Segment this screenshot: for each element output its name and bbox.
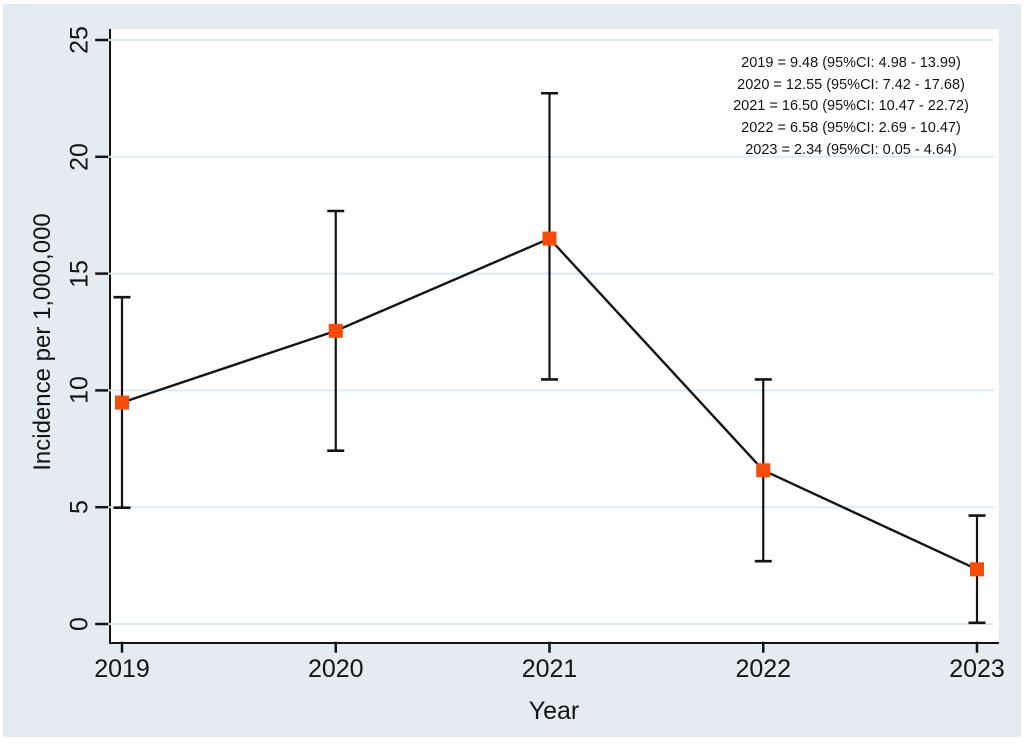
y-tick-label-25: 25 [65,26,94,54]
x-tick-label-2022: 2022 [735,655,792,683]
x-tick-label-2023: 2023 [949,655,1005,683]
x-axis-title: Year [528,697,580,725]
ci-annotation-line-0: 2019 = 9.48 (95%CI: 4.98 - 13.99) [741,55,961,71]
ci-annotation-line-3: 2022 = 6.58 (95%CI: 2.69 - 10.47) [741,120,961,137]
ci-annotation-line-4: 2023 = 2.34 (95%CI: 0.05 - 4.64) [745,141,957,158]
ci-annotation-line-1: 2020 = 12.55 (95%CI: 7.42 - 17.68) [737,76,965,93]
figure-canvas: Incidence per 1,000,000 Year 2019 = 9.48… [3,4,1021,737]
x-tick-label-2019: 2019 [94,655,150,683]
y-tick-label-0: 0 [65,617,94,631]
y-tick-label-15: 15 [65,259,94,288]
y-axis-title: Incidence per 1,000,000 [29,213,56,471]
ci-annotation-box: 2019 = 9.48 (95%CI: 4.98 - 13.99) 2020 = … [733,53,969,162]
x-tick-label-2021: 2021 [521,655,578,683]
y-tick-label-10: 10 [65,376,94,405]
y-tick-label-5: 5 [65,500,94,515]
ci-annotation-line-2: 2021 = 16.50 (95%CI: 10.47 - 22.72) [733,98,969,115]
y-tick-label-20: 20 [65,142,94,171]
x-tick-label-2020: 2020 [307,655,364,683]
